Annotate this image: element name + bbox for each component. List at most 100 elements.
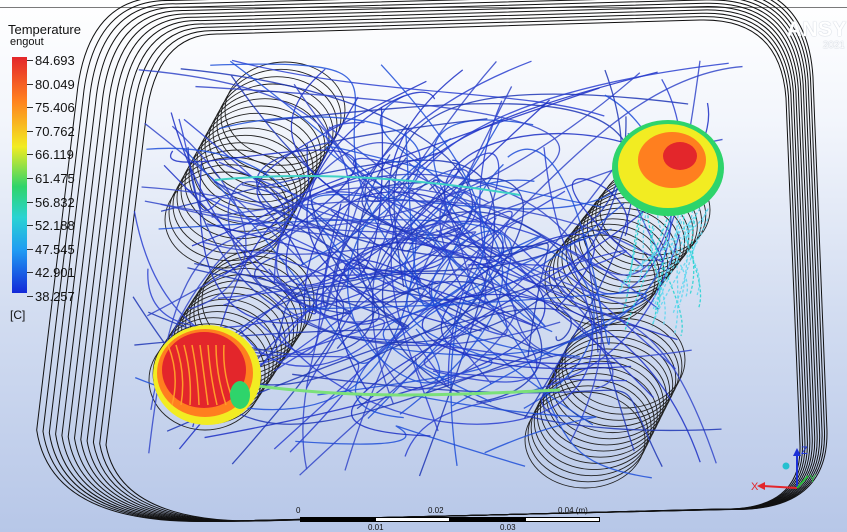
streamline xyxy=(146,118,503,280)
scale-bar-segments xyxy=(300,517,600,522)
streamline xyxy=(275,141,422,296)
streamline-warm xyxy=(689,216,697,296)
brand-version: 2021 xyxy=(822,40,845,51)
scale-label-0-01: 0.01 xyxy=(368,523,384,532)
streamline xyxy=(150,173,603,443)
winding-loop xyxy=(61,0,818,522)
cylinder-ring xyxy=(168,164,290,262)
streamline xyxy=(160,159,496,477)
streamline xyxy=(134,144,410,346)
outlet-pattern xyxy=(183,344,192,406)
streamline xyxy=(286,292,648,407)
streamline xyxy=(187,116,627,344)
streamline xyxy=(571,178,645,268)
streamline-warm xyxy=(249,383,561,397)
streamline xyxy=(178,118,222,212)
temperature-legend: Temperature engout 84.693 80.049 75.406 70.… xyxy=(0,20,120,340)
streamline xyxy=(138,69,350,470)
winding-loop xyxy=(48,0,823,522)
streamline xyxy=(195,85,561,306)
streamline-warm xyxy=(652,218,709,324)
streamline-warm xyxy=(619,203,703,293)
streamline xyxy=(381,211,722,432)
streamline xyxy=(346,138,452,384)
legend-tick-9: 42.901 xyxy=(27,265,75,281)
legend-tick-6: 56.832 xyxy=(27,194,75,210)
streamline xyxy=(141,86,513,295)
streamline-warm xyxy=(672,209,708,314)
cylinder-ring xyxy=(172,156,294,254)
streamline xyxy=(204,232,546,439)
streamline xyxy=(306,91,482,332)
outlet-pattern xyxy=(207,344,218,406)
streamline xyxy=(325,146,604,272)
scale-label-0: 0 xyxy=(296,506,301,515)
outlet-pattern xyxy=(167,344,176,406)
streamline-warm xyxy=(619,208,709,290)
axis-triad[interactable]: Z X Y xyxy=(745,440,825,510)
legend-tick-8: 47.545 xyxy=(27,241,75,257)
streamline xyxy=(229,60,652,479)
cylinder-ring xyxy=(192,120,314,218)
streamline xyxy=(146,175,629,317)
streamline xyxy=(148,72,641,454)
legend-variable-name: engout xyxy=(10,36,44,48)
cylinder-ring xyxy=(164,171,286,269)
scale-bar: 0 0.02 0.04 (m) 0.01 0.03 xyxy=(290,500,620,532)
winding-loop xyxy=(42,0,826,522)
legend-unit: [C] xyxy=(10,308,26,322)
scale-label-0-04: 0.04 (m) xyxy=(558,506,588,515)
outlet-pattern xyxy=(175,344,184,406)
streamline xyxy=(170,149,357,275)
legend-tick-labels: 84.693 80.049 75.406 70.762 66.119 61.475 56.8… xyxy=(27,54,115,304)
winding-loop xyxy=(36,0,828,522)
outer-coil-windings xyxy=(36,0,828,522)
streamline xyxy=(349,335,559,419)
streamline-warm xyxy=(649,225,661,312)
streamline-warm xyxy=(651,227,666,327)
x-axis-line xyxy=(762,485,798,489)
streamline xyxy=(218,116,421,266)
x-axis-arrow xyxy=(757,482,765,490)
streamline-warm xyxy=(662,221,683,285)
hot-outlet-right xyxy=(612,120,724,216)
streamline xyxy=(380,64,492,403)
streamline xyxy=(255,60,532,355)
cylinder-ring xyxy=(557,218,669,310)
streamline xyxy=(213,181,549,358)
streamline xyxy=(218,161,676,370)
cylinder-ring xyxy=(524,391,646,489)
streamline-warm xyxy=(686,224,700,296)
outlet-zone xyxy=(230,381,250,409)
streamline xyxy=(133,210,360,453)
ansys-logo: ANSY 2021 xyxy=(787,18,847,51)
winding-loop xyxy=(73,2,813,522)
streamline xyxy=(423,229,627,382)
y-axis-line xyxy=(796,475,809,489)
legend-tick-4: 66.119 xyxy=(27,147,74,163)
legend-tick-7: 52.188 xyxy=(27,218,75,234)
cylinder-ring xyxy=(539,360,661,458)
streamline-warm xyxy=(652,222,690,311)
streamline-warm xyxy=(673,205,681,336)
cylinder-ring xyxy=(543,354,664,452)
streamline xyxy=(239,318,385,372)
streamline xyxy=(256,118,553,358)
outlet-core xyxy=(663,142,697,170)
streamline xyxy=(231,59,605,117)
streamline xyxy=(325,121,413,242)
y-axis-label: Y xyxy=(809,473,817,485)
z-axis-arrow xyxy=(793,448,801,456)
scale-label-0-03: 0.03 xyxy=(500,523,516,532)
streamline-warm xyxy=(647,205,683,337)
streamline xyxy=(343,107,490,331)
legend-tick-2: 75.406 xyxy=(27,100,75,116)
streamline-warm xyxy=(622,209,642,312)
streamline-warm xyxy=(214,174,521,196)
legend-color-bar xyxy=(12,57,27,293)
streamline xyxy=(191,87,600,247)
x-axis-label: X xyxy=(751,481,759,493)
outlet-pattern xyxy=(199,344,209,406)
